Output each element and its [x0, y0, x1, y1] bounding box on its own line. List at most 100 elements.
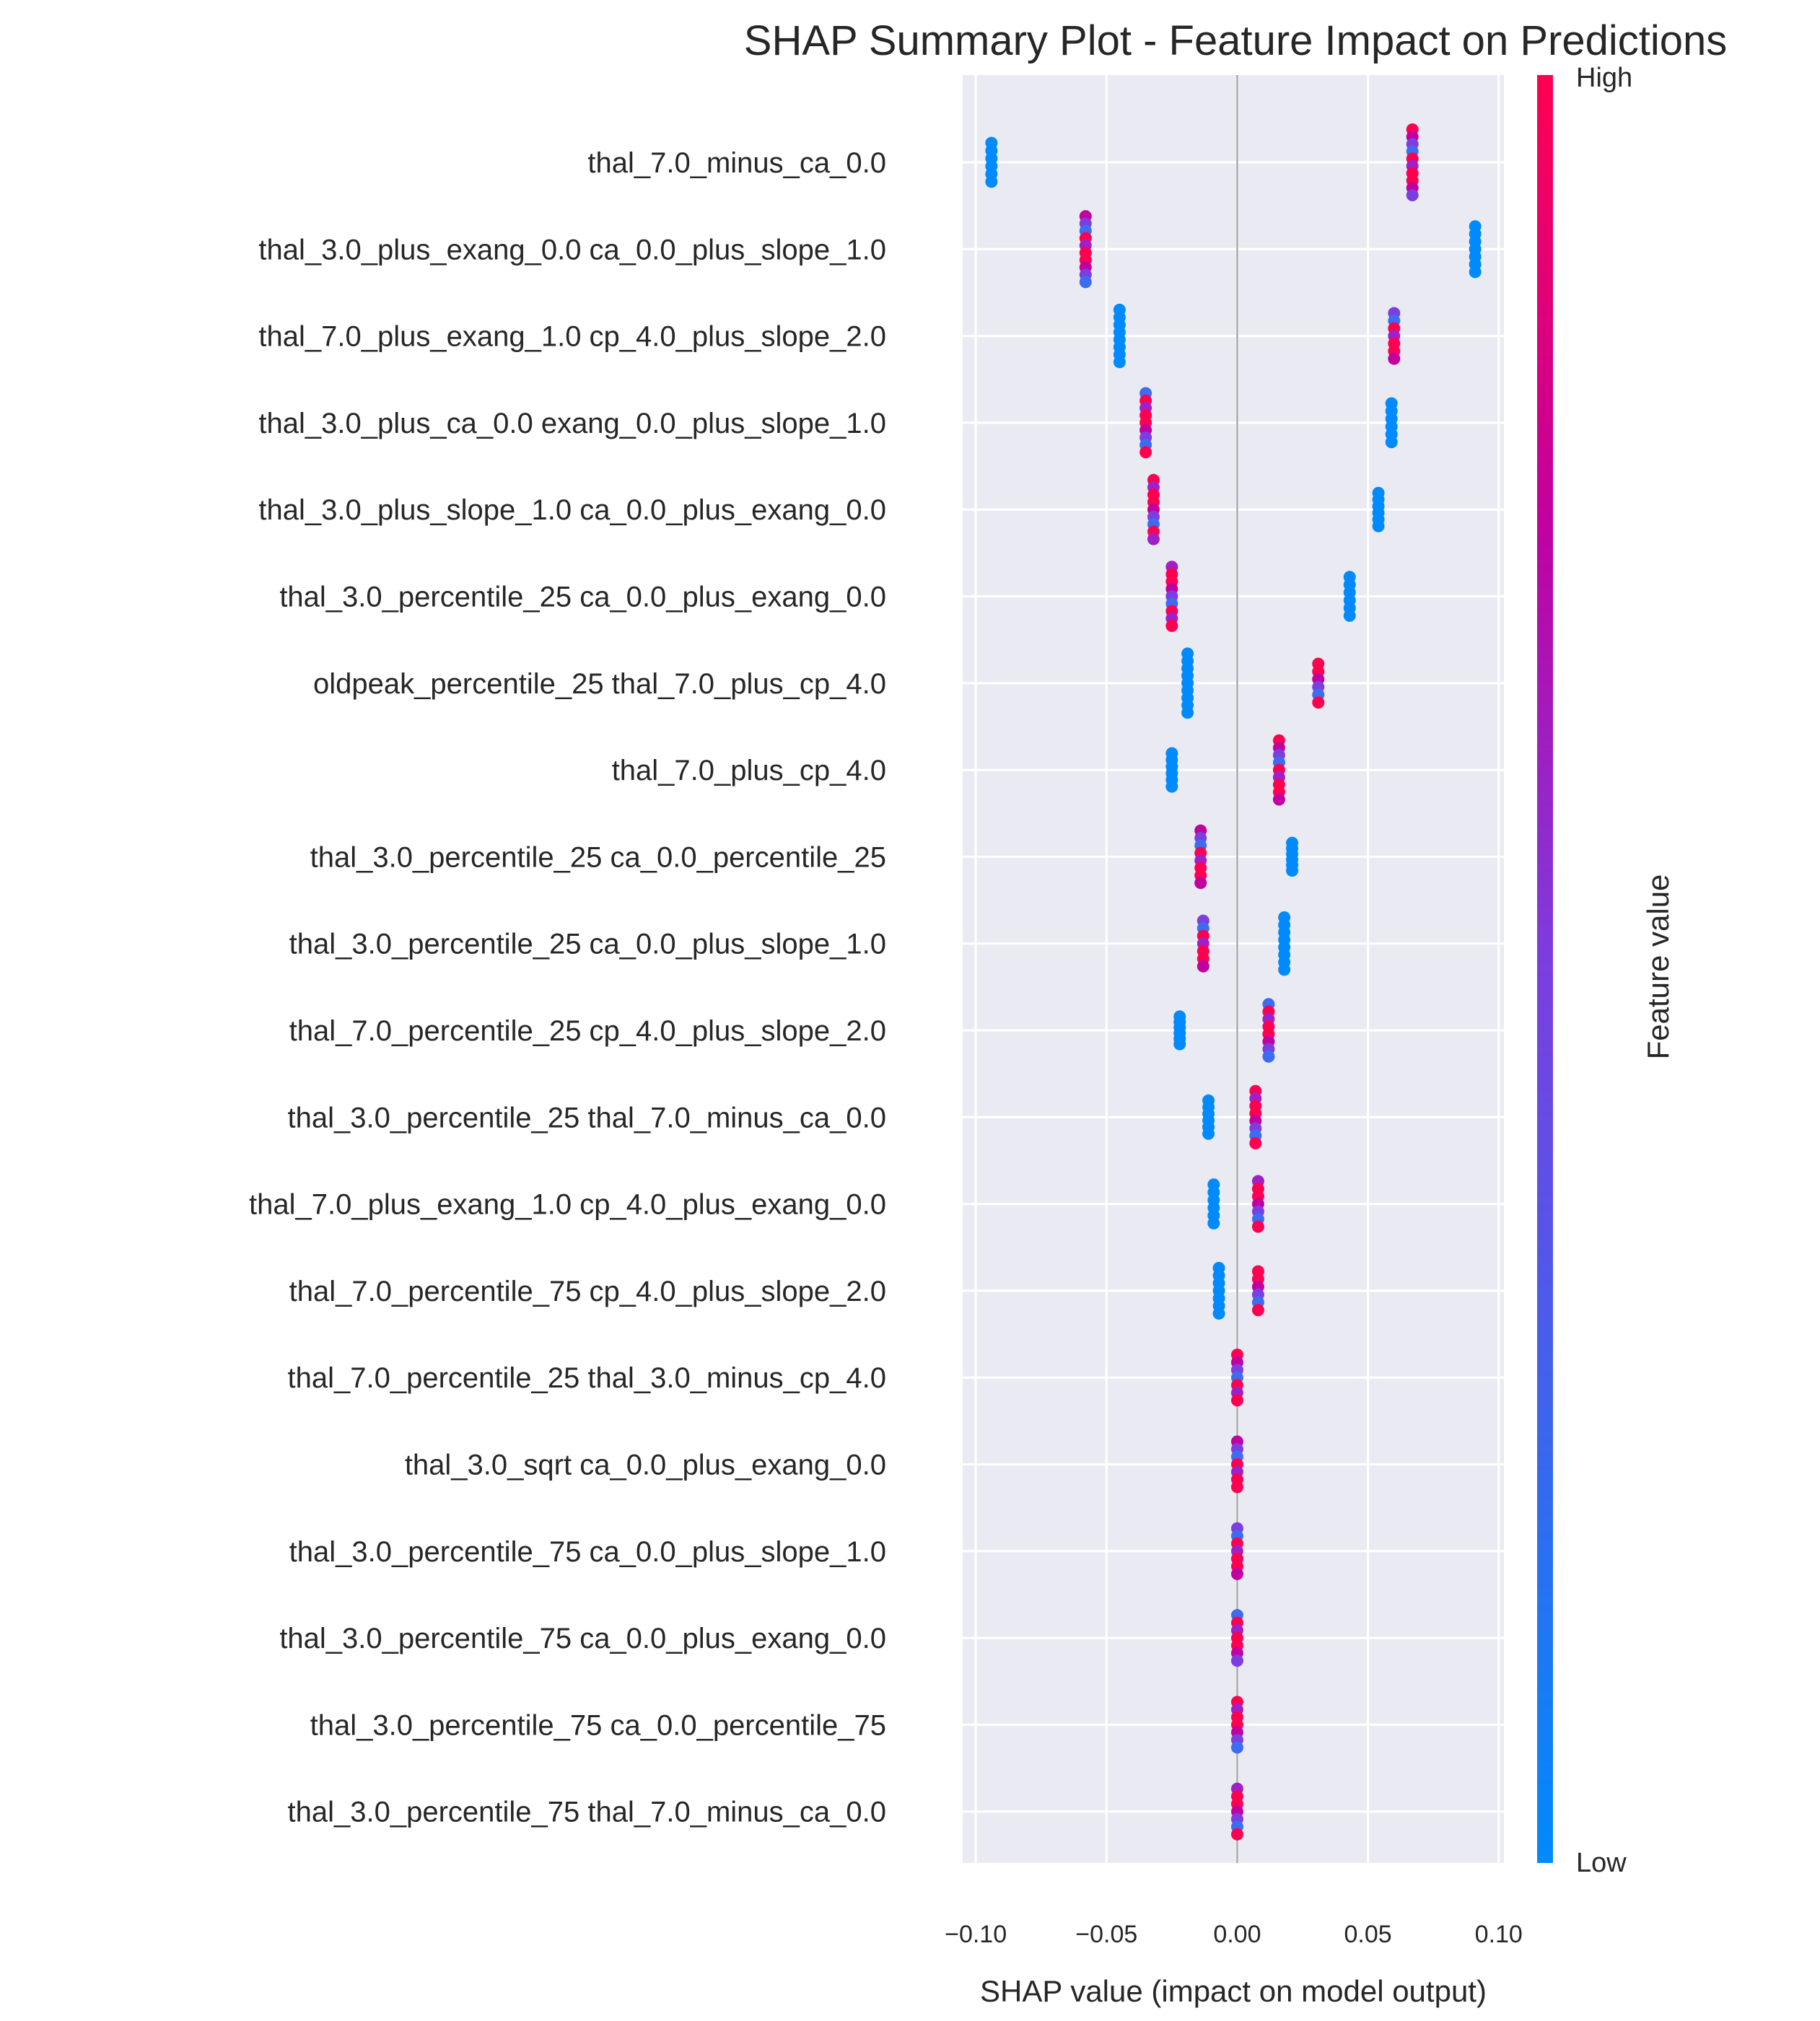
feature-label: thal_3.0_plus_ca_0.0 exang_0.0_plus_slop…	[258, 408, 886, 439]
point-cluster	[1181, 647, 1194, 719]
x-tick-label: 0.10	[1475, 1921, 1523, 1948]
x-tick-label: −0.10	[945, 1921, 1007, 1948]
point-cluster	[985, 136, 998, 188]
shap-point	[1207, 1216, 1220, 1229]
point-cluster	[1113, 303, 1126, 369]
point-cluster	[1173, 1010, 1186, 1051]
point-cluster	[1230, 1522, 1243, 1580]
point-cluster	[1207, 1178, 1220, 1229]
point-cluster	[1385, 397, 1398, 449]
x-tick-label: −0.05	[1075, 1921, 1137, 1948]
feature-label: thal_3.0_percentile_25 ca_0.0_percentile…	[310, 841, 886, 873]
shap-point	[1388, 352, 1401, 365]
colorbar	[1537, 75, 1553, 1863]
feature-label: thal_3.0_percentile_75 ca_0.0_plus_exang…	[279, 1623, 886, 1654]
point-cluster	[1388, 307, 1401, 365]
point-cluster	[1406, 123, 1419, 202]
shap-point	[1230, 1481, 1243, 1494]
shap-point	[1194, 877, 1207, 890]
point-cluster	[1272, 734, 1285, 806]
point-cluster	[1372, 486, 1385, 532]
point-cluster	[1079, 210, 1092, 289]
point-cluster	[1469, 220, 1482, 279]
shap-point	[1212, 1307, 1225, 1320]
feature-label: thal_3.0_plus_exang_0.0 ca_0.0_plus_slop…	[258, 234, 886, 266]
point-cluster	[1249, 1084, 1262, 1150]
shap-point	[1230, 1394, 1243, 1407]
point-cluster	[1194, 824, 1207, 890]
shap-point	[1181, 706, 1194, 719]
shap-point	[1251, 1304, 1264, 1317]
point-cluster	[1343, 571, 1356, 622]
shap-point	[1196, 960, 1209, 973]
shap-point	[1278, 963, 1291, 976]
feature-label: thal_3.0_percentile_25 ca_0.0_plus_exang…	[279, 582, 886, 613]
point-cluster	[1230, 1782, 1243, 1841]
point-cluster	[1202, 1094, 1215, 1140]
chart-title: SHAP Summary Plot - Feature Impact on Pr…	[744, 17, 1727, 64]
feature-labels: thal_7.0_minus_ca_0.0 thal_3.0_plus_exang…	[249, 147, 886, 1828]
shap-point	[1272, 793, 1285, 806]
point-cluster	[1165, 561, 1178, 632]
point-cluster	[1196, 914, 1209, 973]
shap-point	[985, 175, 998, 188]
colorbar-title: Feature value	[1641, 874, 1675, 1060]
shap-point	[1230, 1828, 1243, 1841]
feature-label: oldpeak_percentile_25 thal_7.0_plus_cp_4…	[313, 668, 886, 700]
x-tick-label: 0.05	[1344, 1921, 1392, 1948]
shap-point	[1165, 619, 1178, 632]
shap-point	[1230, 1741, 1243, 1754]
feature-label: thal_7.0_plus_exang_1.0 cp_4.0_plus_slop…	[258, 321, 886, 353]
point-cluster	[1251, 1175, 1264, 1233]
x-tick-labels: −0.10 −0.05 0.00 0.05 0.10	[945, 1921, 1523, 1948]
point-cluster	[1286, 836, 1299, 877]
point-cluster	[1278, 911, 1291, 976]
shap-point	[1202, 1127, 1215, 1140]
shap-point	[1312, 696, 1325, 709]
shap-points	[985, 123, 1482, 1841]
shap-point	[1251, 1220, 1264, 1233]
shap-point	[1406, 189, 1419, 202]
shap-point	[1230, 1654, 1243, 1667]
shap-point	[1286, 864, 1299, 877]
shap-point	[1147, 532, 1160, 545]
feature-label: thal_7.0_percentile_75 cp_4.0_plus_slope…	[289, 1276, 886, 1307]
feature-label: thal_7.0_plus_cp_4.0	[612, 755, 886, 786]
shap-point	[1385, 436, 1398, 449]
point-cluster	[1212, 1261, 1225, 1320]
plot-background	[963, 75, 1504, 1863]
point-cluster	[1230, 1609, 1243, 1667]
point-cluster	[1230, 1349, 1243, 1407]
feature-label: thal_3.0_percentile_75 ca_0.0_percentile…	[310, 1709, 886, 1741]
x-axis-title: SHAP value (impact on model output)	[980, 1974, 1487, 2008]
feature-label: thal_7.0_percentile_25 cp_4.0_plus_slope…	[289, 1015, 886, 1047]
point-cluster	[1230, 1435, 1243, 1494]
shap-point	[1079, 276, 1092, 289]
shap-point	[1173, 1038, 1186, 1051]
shap-point	[1230, 1567, 1243, 1580]
point-cluster	[1251, 1265, 1264, 1317]
feature-label: thal_3.0_percentile_25 ca_0.0_plus_slope…	[289, 929, 886, 960]
point-cluster	[1139, 387, 1152, 459]
shap-point	[1113, 356, 1126, 369]
feature-label: thal_7.0_percentile_25 thal_3.0_minus_cp…	[287, 1362, 886, 1394]
shap-point	[1372, 520, 1385, 532]
x-tick-label: 0.00	[1213, 1921, 1261, 1948]
feature-label: thal_3.0_percentile_75 ca_0.0_plus_slope…	[289, 1536, 886, 1568]
point-cluster	[1165, 747, 1178, 793]
shap-point	[1343, 609, 1356, 622]
point-cluster	[1230, 1696, 1243, 1754]
colorbar-low-label: Low	[1576, 1848, 1627, 1878]
feature-label: thal_3.0_percentile_75 thal_7.0_minus_ca…	[287, 1797, 886, 1828]
point-cluster	[1312, 657, 1325, 709]
shap-point	[1249, 1137, 1262, 1150]
shap-point	[1165, 780, 1178, 793]
feature-label: thal_7.0_minus_ca_0.0	[587, 147, 886, 179]
feature-label: thal_3.0_percentile_25 thal_7.0_minus_ca…	[287, 1102, 886, 1134]
shap-point	[1262, 1050, 1275, 1063]
colorbar-high-label: High	[1576, 63, 1632, 93]
feature-label: thal_3.0_plus_slope_1.0 ca_0.0_plus_exan…	[258, 494, 886, 526]
point-cluster	[1147, 473, 1160, 545]
point-cluster	[1262, 998, 1275, 1063]
